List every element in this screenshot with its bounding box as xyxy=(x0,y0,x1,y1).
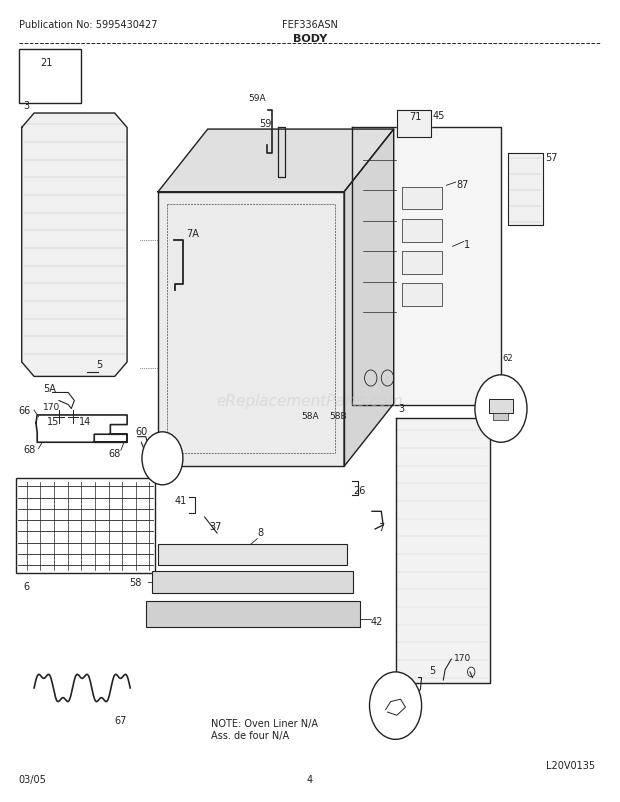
Text: 68: 68 xyxy=(24,444,36,454)
Bar xyxy=(158,545,347,565)
Polygon shape xyxy=(352,128,501,405)
Polygon shape xyxy=(396,419,490,683)
Text: 57: 57 xyxy=(546,152,558,162)
Text: 58: 58 xyxy=(129,577,141,587)
Text: 62: 62 xyxy=(502,354,513,363)
Text: 7: 7 xyxy=(378,523,384,533)
Bar xyxy=(402,188,442,210)
Bar xyxy=(152,571,353,593)
Text: 59A: 59A xyxy=(249,94,266,103)
Text: 87: 87 xyxy=(456,180,469,189)
Text: 41: 41 xyxy=(175,496,187,505)
Polygon shape xyxy=(22,114,127,377)
Bar xyxy=(489,399,513,414)
Text: 71: 71 xyxy=(409,112,422,122)
Bar xyxy=(402,252,442,274)
Text: 3: 3 xyxy=(398,403,404,413)
Bar xyxy=(402,284,442,306)
Text: 58A: 58A xyxy=(301,411,319,420)
Bar xyxy=(19,50,81,104)
Text: Ass. de four N/A: Ass. de four N/A xyxy=(211,730,289,739)
Text: 15: 15 xyxy=(46,416,59,426)
Text: L20V0135: L20V0135 xyxy=(546,760,595,770)
Text: 170: 170 xyxy=(43,402,61,411)
Bar xyxy=(493,414,508,420)
Polygon shape xyxy=(344,130,394,467)
Text: 5A: 5A xyxy=(43,384,56,394)
Text: 5: 5 xyxy=(429,665,435,674)
Text: 21: 21 xyxy=(40,58,53,67)
Text: 3: 3 xyxy=(24,101,30,111)
Text: 62: 62 xyxy=(501,385,513,395)
Text: 8: 8 xyxy=(257,528,264,537)
Bar xyxy=(402,220,442,242)
Text: 4: 4 xyxy=(307,775,313,784)
Text: 68: 68 xyxy=(108,448,121,458)
Text: 45: 45 xyxy=(433,111,445,120)
Text: 63: 63 xyxy=(501,422,513,431)
Polygon shape xyxy=(158,130,394,192)
Text: 170: 170 xyxy=(454,653,471,662)
Bar xyxy=(146,602,360,627)
Text: 59: 59 xyxy=(259,119,272,129)
Text: 67: 67 xyxy=(115,715,127,725)
Polygon shape xyxy=(508,154,542,226)
Text: 5A: 5A xyxy=(389,701,402,711)
Bar xyxy=(16,479,155,573)
Text: 42: 42 xyxy=(371,617,383,626)
Circle shape xyxy=(370,672,422,739)
Text: 60: 60 xyxy=(135,427,148,436)
Text: 7A: 7A xyxy=(186,229,199,238)
Text: 6: 6 xyxy=(24,581,30,591)
Polygon shape xyxy=(397,111,431,138)
Text: BODY: BODY xyxy=(293,34,327,43)
Text: 29: 29 xyxy=(156,454,169,464)
Text: 37: 37 xyxy=(210,521,222,531)
Text: Publication No: 5995430427: Publication No: 5995430427 xyxy=(19,20,157,30)
Circle shape xyxy=(142,432,183,485)
Text: 58B: 58B xyxy=(329,411,347,420)
Text: 66: 66 xyxy=(19,406,31,415)
Text: 1: 1 xyxy=(464,240,470,249)
Polygon shape xyxy=(158,192,344,467)
Text: eReplacementParts.com: eReplacementParts.com xyxy=(216,394,404,408)
Text: NOTE: Oven Liner N/A: NOTE: Oven Liner N/A xyxy=(211,718,318,727)
Text: 26: 26 xyxy=(353,486,366,496)
Text: 03/05: 03/05 xyxy=(19,775,46,784)
Text: FEF336ASN: FEF336ASN xyxy=(282,20,338,30)
Circle shape xyxy=(475,375,527,443)
Text: 5: 5 xyxy=(96,360,102,370)
Text: 14: 14 xyxy=(79,416,92,426)
